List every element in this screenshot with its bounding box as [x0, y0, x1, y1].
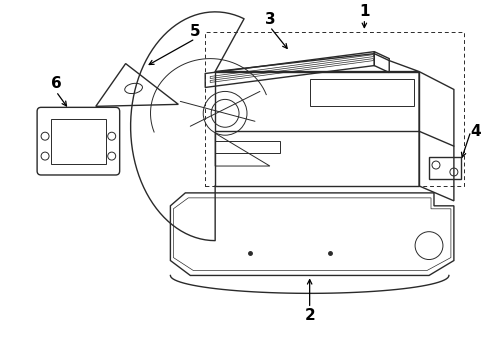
Text: 3: 3 [265, 12, 275, 27]
Text: 6: 6 [50, 76, 61, 91]
Text: 1: 1 [359, 4, 369, 19]
Bar [51, 119, 106, 164]
Text: 5: 5 [190, 24, 200, 39]
Bar [429, 157, 461, 179]
Text: 4: 4 [471, 124, 481, 139]
Text: 2: 2 [304, 308, 315, 323]
Bar [205, 32, 464, 186]
